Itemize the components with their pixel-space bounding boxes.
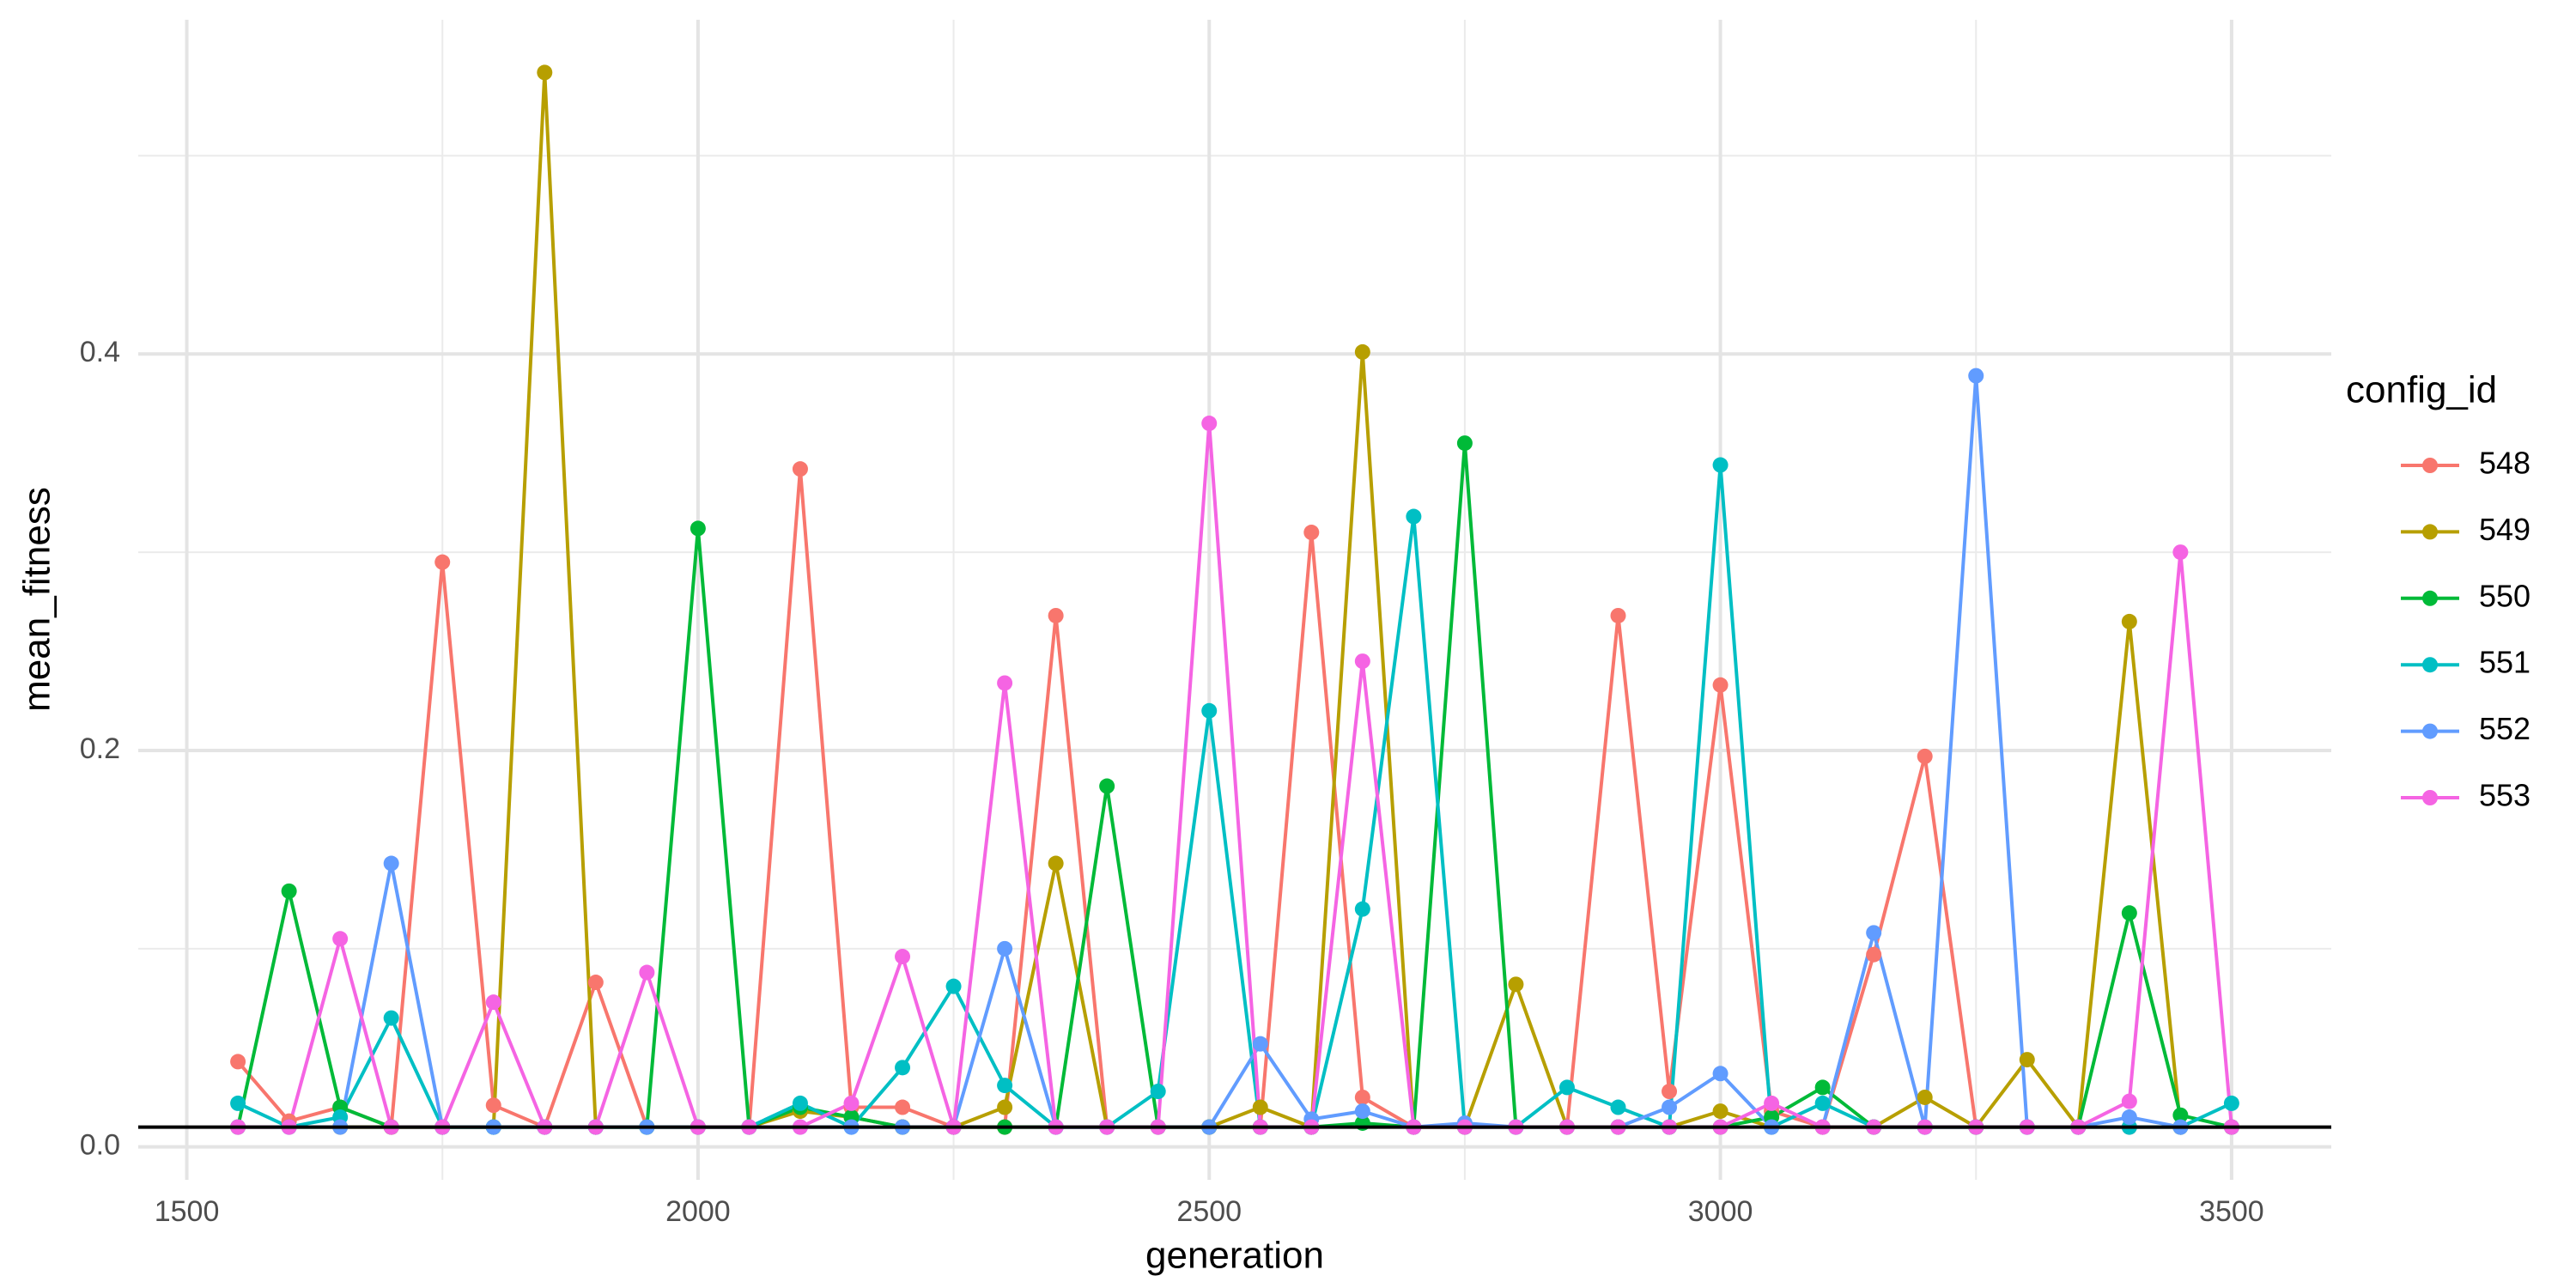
data-point <box>1712 677 1728 693</box>
legend-label: 553 <box>2479 778 2530 813</box>
data-point <box>1354 1089 1370 1105</box>
data-point <box>2172 1107 2189 1123</box>
series-line <box>238 70 2232 1129</box>
data-point <box>1303 525 1320 541</box>
legend-label: 551 <box>2479 645 2530 680</box>
legend-label: 548 <box>2479 446 2530 481</box>
data-point <box>1456 435 1473 452</box>
data-point <box>1048 607 1064 623</box>
data-point <box>1048 855 1064 872</box>
data-point <box>1866 925 1882 941</box>
x-tick-label: 2000 <box>665 1195 731 1228</box>
data-point <box>1917 748 1933 764</box>
legend-point <box>2422 723 2438 739</box>
legend-label: 550 <box>2479 578 2530 613</box>
data-point <box>434 554 451 570</box>
data-point <box>1406 508 1422 525</box>
data-point <box>1354 343 1370 360</box>
data-point <box>895 1099 911 1115</box>
x-axis-title: generation <box>1145 1235 1324 1277</box>
data-point <box>1150 1084 1166 1100</box>
legend: config_id 548 549 550 551 552 553 <box>2346 369 2530 813</box>
data-point <box>1508 976 1524 993</box>
data-point <box>1354 901 1370 917</box>
data-point <box>1968 368 1984 384</box>
legend-point <box>2422 790 2438 805</box>
y-tick-label: 0.0 <box>80 1129 120 1162</box>
data-point <box>1866 946 1882 963</box>
data-point <box>1662 1099 1678 1115</box>
data-point <box>1712 457 1728 473</box>
data-point <box>332 931 349 947</box>
data-point <box>1814 1079 1831 1096</box>
data-point <box>2223 1095 2239 1111</box>
data-point <box>792 461 808 477</box>
data-point <box>997 1078 1013 1094</box>
grid <box>138 20 2331 1180</box>
marks <box>138 64 2331 1135</box>
data-point <box>1610 607 1626 623</box>
data-point <box>1712 1066 1728 1082</box>
legend-label: 549 <box>2479 512 2530 547</box>
data-point <box>1099 778 1115 794</box>
data-point <box>639 964 655 981</box>
data-point <box>383 855 399 872</box>
data-point <box>1201 416 1218 432</box>
data-point <box>1252 1036 1268 1052</box>
y-tick-label: 0.4 <box>80 336 120 368</box>
legend-point <box>2422 458 2438 473</box>
data-point <box>690 520 706 537</box>
data-point <box>1662 1084 1678 1100</box>
x-tick-label: 2500 <box>1176 1195 1242 1228</box>
data-point <box>1917 1089 1933 1105</box>
data-point <box>1354 653 1370 670</box>
legend-point <box>2422 590 2438 606</box>
data-point <box>945 978 962 994</box>
data-point <box>230 1054 246 1070</box>
x-tick-label: 3000 <box>1688 1195 1753 1228</box>
data-point <box>1201 702 1218 719</box>
data-point <box>1764 1095 1780 1111</box>
data-point <box>997 1099 1013 1115</box>
data-point <box>895 1060 911 1076</box>
data-point <box>2121 905 2137 921</box>
x-tick-label: 1500 <box>155 1195 220 1228</box>
data-point <box>2121 613 2137 629</box>
data-point <box>997 675 1013 691</box>
data-point <box>1558 1079 1575 1096</box>
data-point <box>1354 1103 1370 1120</box>
data-point <box>230 1095 246 1111</box>
legend-point <box>2422 657 2438 673</box>
legend-title: config_id <box>2346 369 2497 411</box>
axes: generation mean_fitness 1500 2000 2500 3000… <box>16 336 2264 1276</box>
data-point <box>587 975 604 991</box>
data-point <box>537 64 553 81</box>
y-axis-title: mean_fitness <box>16 487 58 712</box>
data-point <box>792 1095 808 1111</box>
data-point <box>485 1097 501 1114</box>
data-point <box>2121 1093 2137 1109</box>
legend-point <box>2422 524 2438 540</box>
data-point <box>997 940 1013 957</box>
data-point <box>485 994 501 1011</box>
data-point <box>2019 1052 2035 1068</box>
data-point <box>1712 1103 1728 1120</box>
data-point <box>2172 544 2189 561</box>
data-point <box>895 949 911 965</box>
data-point <box>281 883 297 899</box>
data-point <box>843 1095 860 1111</box>
y-tick-label: 0.2 <box>80 732 120 765</box>
x-tick-label: 3500 <box>2199 1195 2264 1228</box>
legend-label: 552 <box>2479 711 2530 746</box>
data-point <box>1252 1099 1268 1115</box>
data-point <box>383 1010 399 1026</box>
data-point <box>1610 1099 1626 1115</box>
data-point <box>2121 1109 2137 1126</box>
data-point <box>1814 1095 1831 1111</box>
